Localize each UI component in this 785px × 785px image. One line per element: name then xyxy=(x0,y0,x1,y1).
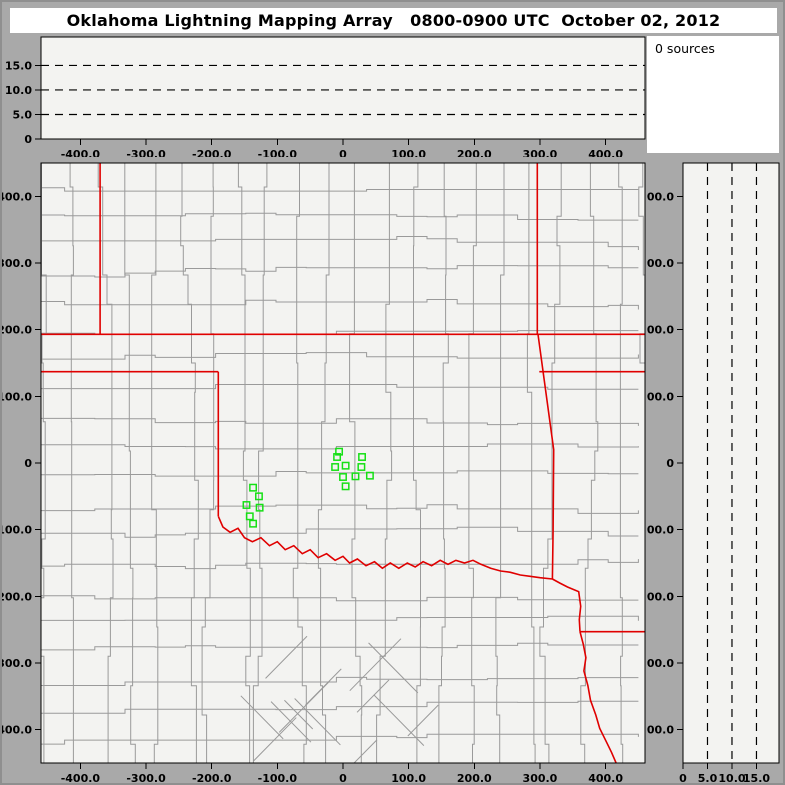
lma-station-marker xyxy=(331,463,340,471)
y-tick-label: 400.0 xyxy=(2,190,32,203)
x-tick-label: -200.0 xyxy=(192,148,232,157)
lma-station-marker xyxy=(242,501,251,509)
lma-station-marker xyxy=(339,473,347,481)
eastwest-axis-ticks: -400.0 -300.0 -200.0 -100.0 0 100.0 200.0 300.0… xyxy=(61,763,623,785)
northsouth-axis-ticks: 400.0 300.0 200.0 100.0 0 -100.0 -200.0 -300.0 -… xyxy=(647,190,683,737)
lma-station-marker xyxy=(351,472,360,481)
y-tick-label: 10.0 xyxy=(5,84,32,97)
x-tick-label: -300.0 xyxy=(126,148,166,157)
lma-station-marker xyxy=(249,519,258,528)
plot-background xyxy=(41,37,645,139)
plot-frame xyxy=(40,36,646,140)
plan-view-map-panel: 400.0300.0200.0100.00-100.0-200.0-300.0-… xyxy=(2,162,646,785)
x-tick-label: 15.0 xyxy=(743,772,770,785)
y-tick-label: -300.0 xyxy=(647,657,674,670)
x-tick-label: 100.0 xyxy=(391,148,426,157)
lma-station-marker xyxy=(255,492,263,501)
page-title: Oklahoma Lightning Mapping Array 0800-09… xyxy=(10,8,777,33)
state-border-texas_louisiana xyxy=(579,631,617,763)
map-layers xyxy=(41,163,645,763)
x-tick-label: 5.0 xyxy=(698,772,718,785)
y-tick-label: -300.0 xyxy=(2,657,32,670)
y-tick-label: 15.0 xyxy=(5,59,32,72)
altitude-dashed-gridlines xyxy=(41,64,645,116)
county-lines xyxy=(41,163,645,763)
x-tick-label: 200.0 xyxy=(457,772,492,785)
y-tick-label: -200.0 xyxy=(647,590,674,603)
state-borders xyxy=(41,163,645,763)
x-tick-label: 400.0 xyxy=(588,148,623,157)
lma-station-marker xyxy=(341,461,350,470)
y-tick-label: 200.0 xyxy=(2,324,32,337)
x-tick-label: -100.0 xyxy=(258,148,298,157)
eastwest-axis-ticks: -400.0 -300.0 -200.0 -100.0 0 100.0 200.0 300.0… xyxy=(61,139,623,157)
altitude-vs-northsouth-panel: 400.0 300.0 200.0 100.0 0 -100.0 -200.0 -300.0 -… xyxy=(647,162,780,785)
y-tick-label: 400.0 xyxy=(647,190,674,203)
lma-station-marker xyxy=(335,447,344,456)
x-tick-label: -400.0 xyxy=(61,148,101,157)
y-tick-label: 200.0 xyxy=(647,324,674,337)
altitude-vs-eastwest-panel: 0 5.0 10.0 15.0 -400.0 -300.0 -200.0 -100.0 0 100… xyxy=(5,36,646,157)
y-tick-label: 100.0 xyxy=(647,390,674,403)
altitude-axis-ticks: 0 5.0 10.0 15.0 xyxy=(5,59,41,146)
x-tick-label: 300.0 xyxy=(523,148,558,157)
x-tick-label: -300.0 xyxy=(126,772,166,785)
x-tick-label: 0 xyxy=(339,148,347,157)
y-tick-label: -400.0 xyxy=(647,724,674,737)
y-tick-label: 5.0 xyxy=(13,108,33,121)
y-tick-label: -100.0 xyxy=(647,524,674,537)
y-tick-label: -100.0 xyxy=(2,524,32,537)
state-border-red_river xyxy=(217,515,553,580)
x-tick-label: 10.0 xyxy=(718,772,745,785)
lma-station-marker xyxy=(255,503,264,512)
northsouth-axis-ticks: 400.0 300.0 200.0 100.0 0 -100.0 -200.0 -300.0 -… xyxy=(2,190,41,737)
y-tick-label: 0 xyxy=(24,133,32,146)
x-tick-label: 0 xyxy=(339,772,347,785)
plot-frame xyxy=(682,162,780,764)
y-tick-label: 0 xyxy=(24,457,32,470)
state-border-arkansas_southwest xyxy=(552,578,582,632)
y-tick-label: -400.0 xyxy=(2,724,32,737)
y-tick-label: 300.0 xyxy=(647,257,674,270)
lma-stations xyxy=(242,447,374,528)
y-tick-label: -200.0 xyxy=(2,590,32,603)
x-tick-label: -200.0 xyxy=(192,772,232,785)
lma-station-marker xyxy=(333,453,342,461)
sources-count-label: 0 sources xyxy=(655,41,715,56)
lma-station-marker xyxy=(341,482,350,491)
lma-station-marker xyxy=(358,453,366,461)
plot-frame xyxy=(40,162,646,764)
y-tick-label: 100.0 xyxy=(2,390,32,403)
altitude-dashed-gridlines xyxy=(706,163,758,763)
plot-background xyxy=(683,163,779,763)
lma-station-marker xyxy=(357,463,366,471)
lma-station-marker xyxy=(365,471,374,480)
x-tick-label: 400.0 xyxy=(588,772,623,785)
y-tick-label: 0 xyxy=(666,457,674,470)
x-tick-label: 0 xyxy=(679,772,687,785)
x-tick-label: 200.0 xyxy=(457,148,492,157)
x-tick-label: -100.0 xyxy=(258,772,298,785)
y-tick-label: 300.0 xyxy=(2,257,32,270)
lma-station-marker xyxy=(249,483,258,492)
x-tick-label: -400.0 xyxy=(61,772,101,785)
lma-station-marker xyxy=(245,512,254,521)
x-tick-label: 100.0 xyxy=(391,772,426,785)
x-tick-label: 300.0 xyxy=(523,772,558,785)
state-border-oklahoma_east xyxy=(537,334,555,580)
sources-count-panel: 0 sources xyxy=(647,36,779,153)
